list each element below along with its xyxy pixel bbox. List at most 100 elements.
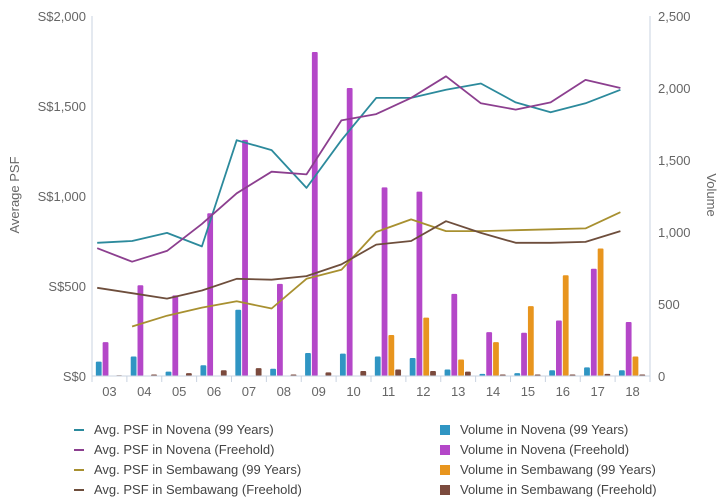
bar (597, 248, 604, 376)
y-left-tick-label: S$500 (48, 279, 86, 294)
y-right-tick-label: 1,000 (658, 225, 691, 240)
y-right-tick-label: 1,500 (658, 153, 691, 168)
bar (562, 275, 569, 376)
bar (360, 370, 367, 376)
bar (444, 369, 451, 376)
bar (521, 332, 527, 376)
y-right-tick-label: 0 (658, 369, 665, 384)
legend-swatch (74, 468, 84, 471)
bar (464, 371, 471, 376)
series-line (97, 220, 621, 300)
bar (137, 285, 144, 376)
bar (632, 356, 639, 376)
y-left-tick-label: S$1,500 (38, 99, 86, 114)
axes-layer: S$0 S$500 S$1,000 S$1,500 S$2,000 0 500 1,000 1,… (38, 9, 691, 399)
legend-label: Avg. PSF in Sembawang (Freehold) (94, 482, 302, 497)
bar (416, 191, 423, 376)
legend-item[interactable]: Avg. PSF in Novena (99 Years) (74, 422, 274, 437)
bar (458, 359, 464, 376)
bar (486, 332, 493, 376)
legend-item[interactable]: Volume in Novena (Freehold) (440, 442, 629, 457)
x-tick-label: 18 (625, 384, 639, 399)
legend-item[interactable]: Avg. PSF in Novena (Freehold) (74, 442, 274, 457)
legend-item[interactable]: Avg. PSF in Sembawang (99 Years) (74, 462, 301, 477)
y-right-tick-label: 500 (658, 297, 680, 312)
bar (235, 309, 242, 376)
bar (409, 358, 416, 376)
bar (604, 373, 611, 376)
bar (479, 373, 486, 376)
series-line (131, 211, 621, 328)
legend-item[interactable]: Avg. PSF in Sembawang (Freehold) (74, 482, 302, 497)
legend-swatch (440, 484, 450, 495)
legend-swatch (440, 444, 450, 455)
x-tick-label: 13 (451, 384, 465, 399)
legend-label: Volume in Sembawang (Freehold) (460, 482, 657, 497)
legend-swatch (74, 428, 84, 431)
combo-chart: S$0 S$500 S$1,000 S$1,500 S$2,000 0 500 1,000 1,… (7, 9, 719, 399)
bar (618, 370, 625, 376)
bar (172, 295, 179, 376)
x-tick-label: 14 (486, 384, 500, 399)
x-tick-label: 16 (556, 384, 570, 399)
legend-item[interactable]: Volume in Sembawang (Freehold) (440, 482, 657, 497)
bar (339, 353, 346, 376)
bar (590, 268, 597, 376)
x-tick-label: 05 (172, 384, 186, 399)
bars-layer (95, 52, 646, 376)
x-tick-label: 08 (277, 384, 291, 399)
bar (270, 368, 277, 376)
y-right-axis-title: Volume (704, 173, 719, 216)
bar (549, 370, 556, 376)
y-left-tick-label: S$1,000 (38, 189, 86, 204)
legend-item[interactable]: Volume in Sembawang (99 Years) (440, 462, 656, 477)
bar (423, 317, 430, 376)
legend-item[interactable]: Volume in Novena (99 Years) (440, 422, 628, 437)
y-left-axis-title: Average PSF (7, 156, 22, 233)
legend-label: Avg. PSF in Novena (99 Years) (94, 422, 274, 437)
legend-swatch (74, 488, 84, 491)
x-tick-label: 09 (311, 384, 325, 399)
bar (305, 352, 311, 376)
bar (381, 187, 388, 376)
x-tick-label: 07 (242, 384, 256, 399)
series-line (96, 75, 621, 263)
bar (207, 213, 214, 376)
bar (395, 369, 402, 376)
x-tick-label: 04 (137, 384, 151, 399)
x-tick-label: 10 (346, 384, 360, 399)
legend: Avg. PSF in Novena (99 Years) Avg. PSF i… (0, 412, 719, 497)
bar (325, 372, 332, 376)
legend-swatch (74, 448, 84, 451)
legend-label: Volume in Novena (99 Years) (460, 422, 629, 437)
legend-label: Volume in Novena (Freehold) (460, 442, 630, 457)
y-right-tick-label: 2,500 (658, 9, 691, 24)
legend-label: Volume in Sembawang (99 Years) (460, 462, 656, 477)
bar (185, 373, 192, 376)
bar (625, 322, 632, 376)
bar (242, 139, 248, 376)
bar (430, 370, 436, 376)
lines-layer (96, 75, 621, 328)
bar (255, 368, 262, 376)
bar (346, 88, 353, 376)
bar (130, 356, 137, 376)
y-right-tick-label: 2,000 (658, 81, 691, 96)
x-tick-label: 03 (102, 384, 116, 399)
bar (95, 361, 102, 376)
bar (102, 342, 109, 376)
x-tick-label: 11 (382, 384, 396, 399)
x-tick-label: 12 (416, 384, 430, 399)
legend-label: Avg. PSF in Novena (Freehold) (94, 442, 275, 457)
bar (514, 373, 521, 376)
legend-swatch (440, 424, 450, 435)
x-tick-label: 15 (521, 384, 535, 399)
bar (388, 334, 395, 376)
x-tick-label: 17 (590, 384, 604, 399)
bar (311, 52, 318, 376)
legend-label: Avg. PSF in Sembawang (99 Years) (94, 462, 302, 477)
series-line (97, 82, 621, 248)
bar (374, 356, 381, 376)
bar (165, 371, 172, 376)
legend-swatch (440, 464, 450, 475)
